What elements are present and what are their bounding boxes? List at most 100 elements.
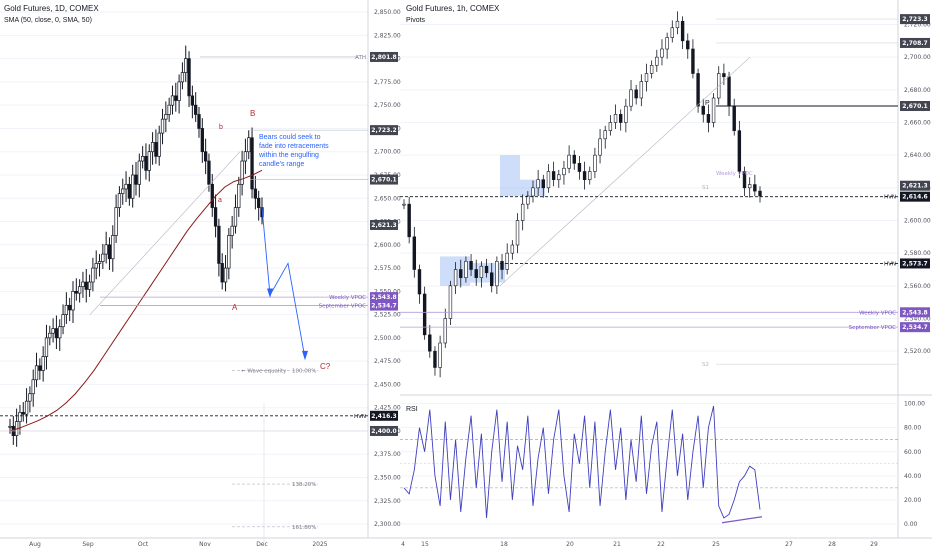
candle-body (247, 137, 251, 153)
candle-body (593, 154, 597, 172)
price-badge-text: 2,801.8 (371, 54, 396, 61)
fib-100-label: 100.00% (292, 368, 316, 374)
x-tick-label: 27 (785, 541, 793, 548)
candle-body (257, 197, 261, 208)
candle-body (24, 400, 29, 415)
wave-equality-label: ← Wave equality (241, 368, 287, 374)
price-badge-text: 2,543.8 (902, 309, 927, 316)
price-badge (900, 307, 930, 318)
candle-body (230, 225, 234, 236)
candle-body (8, 425, 12, 428)
price-badge-text: 2,708.7 (902, 40, 927, 47)
candle-body (551, 171, 556, 180)
candle-body (422, 293, 427, 336)
candle-body (87, 281, 92, 290)
candle-body (147, 151, 151, 171)
y-tick-label: 2,325.00 (374, 498, 401, 505)
price-badge-text: 2,614.6 (902, 194, 927, 201)
price-badge (900, 258, 930, 269)
price-badge (370, 125, 398, 136)
y-tick-label: 2,825.00 (374, 32, 401, 39)
x-tick-label: Sep (82, 541, 94, 548)
candle-body (114, 207, 118, 236)
x-tick-label: 15 (421, 541, 429, 548)
candle-body (655, 56, 659, 66)
projection-arrowhead (302, 350, 308, 361)
price-badge (900, 180, 930, 191)
candle-body (453, 269, 458, 287)
candle-body (84, 281, 88, 290)
y-tick-label: 2,550.00 (374, 288, 401, 295)
y-tick-label: 2,520.00 (904, 348, 931, 355)
candle-body (197, 114, 201, 129)
candle-body (240, 160, 244, 185)
candle-body (567, 154, 571, 169)
candle-body (536, 179, 540, 189)
price-badge (370, 51, 398, 62)
candle-body (588, 171, 592, 180)
y-tick-label: 2,375.00 (374, 451, 401, 458)
projection-arrowhead (267, 288, 273, 298)
candle-body (412, 236, 417, 270)
fib-138-label: 138.20% (292, 482, 316, 488)
candle-body (68, 304, 72, 311)
candle-body (639, 81, 644, 99)
candle-body (104, 244, 108, 255)
candle-body (691, 48, 695, 74)
price-badge (370, 174, 398, 185)
candle-body (577, 163, 582, 172)
candle-body (464, 261, 468, 278)
candle-body (479, 265, 484, 278)
y-tick-label: 60.00 (904, 449, 921, 456)
weekly-vpoc-inline-label: Weekly VPOC (716, 171, 753, 177)
price-badge (370, 410, 398, 421)
price-badge-text: 2,534.7 (371, 303, 396, 310)
y-tick-label: 2,525.00 (374, 312, 401, 319)
candle-body (753, 184, 757, 192)
candle-body (711, 97, 716, 123)
sma-line (9, 169, 263, 432)
y-tick-label: 2,750.00 (374, 102, 401, 109)
price-badge-text: 2,621.3 (902, 183, 927, 190)
candle-body (598, 138, 602, 156)
candle-body (407, 203, 411, 238)
candle-body (438, 342, 442, 368)
candle-body (58, 326, 62, 339)
candle-body (250, 137, 254, 190)
s2-label: S2 (702, 362, 709, 368)
hourly-chart-panel[interactable]: 2,520.00 2,540.00 2,560.00 2,580.00 2,600.00… (400, 0, 932, 548)
rsi-panel[interactable]: 0.00 20.00 40.00 60.00 80.00 100.00 RSI (400, 401, 925, 528)
candle-body (94, 263, 98, 269)
candle-body (603, 130, 607, 140)
y-tick-label: 20.00 (904, 497, 921, 504)
candle-body (670, 27, 674, 38)
trend-line (499, 56, 751, 287)
wave-point-c: C? (320, 362, 331, 371)
candle-body (706, 114, 711, 123)
candle-body (121, 188, 125, 194)
candle-body (531, 187, 535, 197)
candle-body (624, 105, 628, 123)
price-badge-text: 2,723.2 (371, 127, 396, 134)
price-badge-text: 2,621.3 (371, 222, 396, 229)
candle-body (77, 286, 82, 294)
candle-body (203, 151, 208, 162)
candle-body (220, 263, 224, 283)
y-tick-label: 2,560.00 (904, 283, 931, 290)
ath-label: ATH (355, 55, 366, 61)
candle-body (160, 118, 165, 134)
candle-body (448, 285, 453, 319)
price-badge (900, 37, 930, 48)
candle-body (629, 89, 633, 107)
annotation-note-line: candle's range (259, 161, 304, 168)
candle-body (144, 156, 148, 171)
candle-body (200, 128, 204, 153)
candle-body (608, 122, 613, 131)
x-tick-label: Nov (199, 541, 211, 548)
candle-body (184, 58, 188, 73)
indicator-label: Pivots (406, 17, 426, 24)
candle-body (675, 20, 680, 29)
y-tick-label: 2,580.00 (904, 250, 931, 257)
